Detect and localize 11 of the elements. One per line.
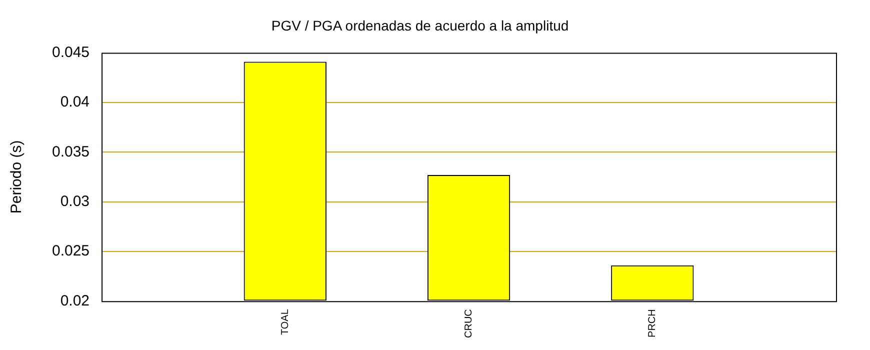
y-tick-label: 0.045 (52, 44, 90, 61)
y-tick-label: 0.03 (60, 192, 90, 210)
y-tick-label: 0.04 (60, 94, 90, 111)
y-tick-label: 0.035 (52, 143, 90, 160)
y-axis-title: Periodo (s) (8, 140, 26, 214)
x-tick-label: TOAL (280, 308, 291, 336)
x-tick-label: PRCH (647, 309, 658, 338)
y-tick-label: 0.025 (52, 242, 90, 260)
y-tick-label: 0.02 (60, 292, 90, 310)
x-tick-label: CRUC (464, 309, 475, 338)
chart-title: PGV / PGA ordenadas de acuerdo a la amplitud (271, 17, 569, 34)
